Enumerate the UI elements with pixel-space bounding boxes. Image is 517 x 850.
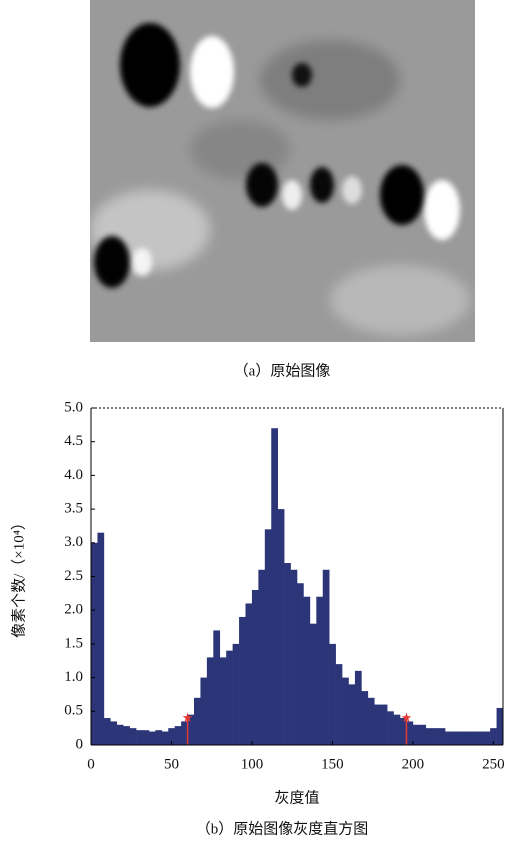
bar (432, 728, 439, 745)
bar (355, 671, 362, 745)
x-tick-label: 250 (482, 756, 505, 772)
bar (336, 664, 343, 745)
bar (213, 630, 220, 745)
bar (175, 726, 182, 745)
marker-star: ★ (401, 710, 413, 725)
bar (349, 684, 356, 745)
x-tick-label: 0 (87, 756, 95, 772)
bar (136, 730, 143, 745)
bar (143, 730, 150, 745)
y-tick-label: 5.0 (64, 399, 83, 415)
y-tick-label: 2.5 (64, 568, 83, 584)
x-axis-label: 灰度值 (274, 789, 319, 806)
bar (271, 428, 278, 745)
bar (445, 732, 452, 745)
bar (239, 617, 246, 745)
bar (452, 732, 459, 745)
bar (413, 725, 420, 745)
bar (258, 570, 265, 745)
x-tick-label: 50 (164, 756, 179, 772)
figure: （a）原始图像 （b）原始图像灰度直方图 ★ ★ 0 0.5 1.0 1.5 2.0 2.5 3… (0, 0, 517, 845)
y-tick-label: 0.5 (64, 703, 83, 719)
y-tick-label: 3.5 (64, 501, 83, 517)
bar (374, 705, 381, 745)
bar (342, 678, 349, 745)
y-tick-label: 1.0 (64, 669, 83, 685)
y-tick-label: 4.5 (64, 433, 83, 449)
bar (297, 583, 304, 745)
bar (458, 732, 465, 745)
x-tick-label: 100 (241, 756, 264, 772)
bar (484, 732, 491, 745)
bar (419, 725, 426, 745)
bar (316, 597, 323, 745)
bar (284, 563, 291, 745)
bar (329, 644, 336, 745)
bar (110, 721, 117, 745)
bar (361, 691, 368, 745)
bar (426, 728, 433, 745)
bar (246, 603, 253, 745)
bar (117, 725, 124, 745)
x-tick-label: 150 (321, 756, 344, 772)
bar (220, 657, 227, 745)
original-image (90, 0, 475, 342)
bar (278, 509, 285, 745)
bar (439, 728, 446, 745)
y-tick-label: 4.0 (64, 467, 83, 483)
x-tick-label: 200 (402, 756, 425, 772)
bar (291, 570, 298, 745)
bar (471, 732, 478, 745)
bar (310, 624, 317, 745)
caption: （a）原始图像 (234, 362, 331, 379)
bar (265, 529, 272, 745)
bar (323, 570, 330, 745)
y-tick-label: 0 (76, 736, 84, 752)
bar (394, 715, 401, 745)
bar (381, 705, 388, 745)
caption: （b）原始图像灰度直方图 (196, 820, 369, 837)
bar (162, 732, 169, 745)
bar (200, 678, 207, 745)
bar (387, 711, 394, 745)
bar (464, 732, 471, 745)
bar (130, 728, 137, 745)
bar (303, 597, 310, 745)
bar (194, 698, 201, 745)
y-tick-label: 3.0 (64, 534, 83, 550)
bar (207, 657, 214, 745)
marker-star: ★ (182, 710, 194, 725)
bar (155, 730, 162, 745)
bar (123, 726, 130, 745)
bar (252, 590, 259, 745)
y-axis-label: 像素个数/（×10⁴） (10, 515, 27, 638)
bar (97, 533, 104, 745)
bar (477, 732, 484, 745)
bar (497, 708, 504, 745)
bar (104, 718, 111, 745)
bar (368, 698, 375, 745)
bar (226, 651, 233, 745)
bar (233, 644, 240, 745)
bar (149, 732, 156, 745)
y-tick-label: 1.5 (64, 635, 83, 651)
y-tick-label: 2.0 (64, 602, 83, 618)
